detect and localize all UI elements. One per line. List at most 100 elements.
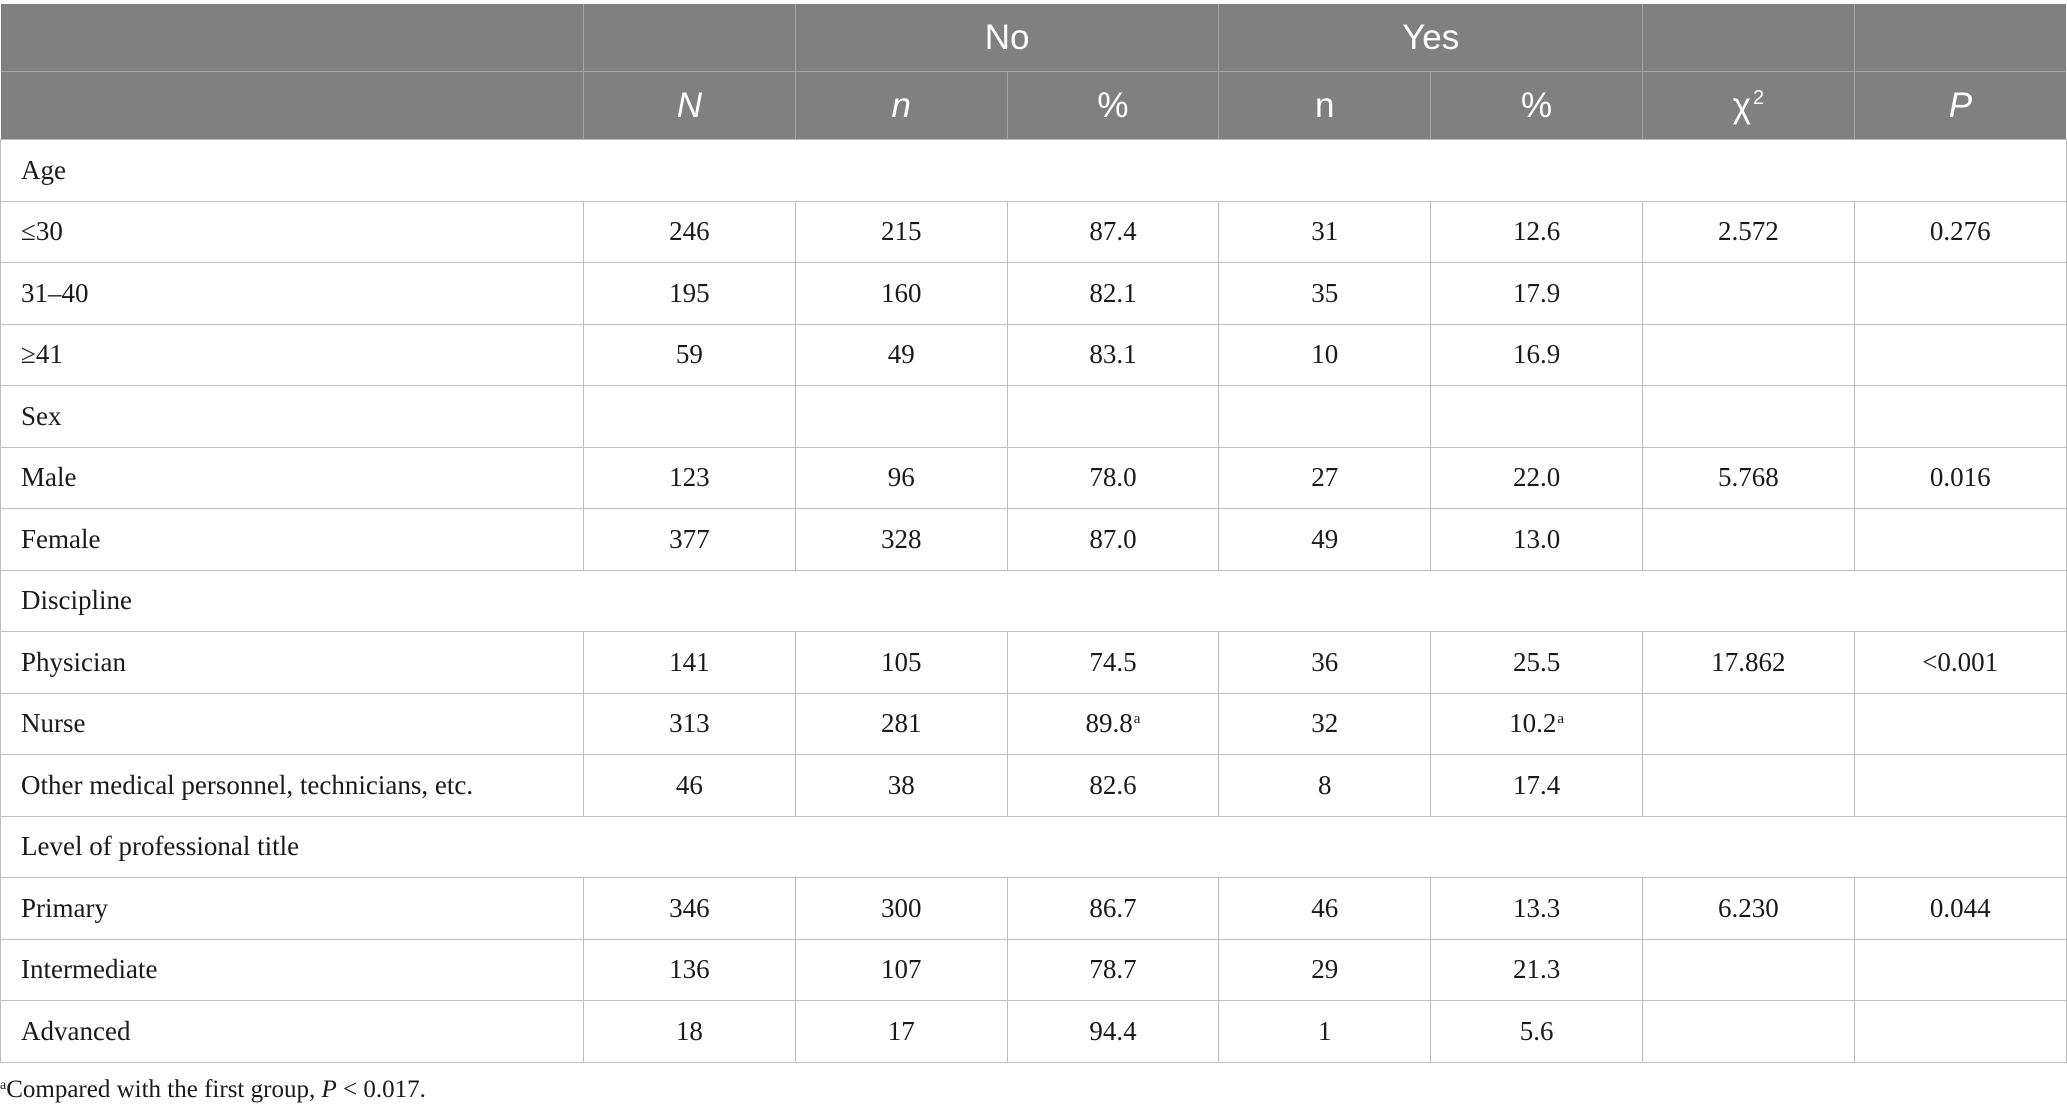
table-cell: 96 [794, 446, 1008, 509]
cell-value: 49 [887, 339, 915, 370]
table-cell: 313 [583, 692, 796, 755]
header-blank [1642, 4, 1855, 72]
footnote-text: Compared with the first group, [6, 1076, 322, 1103]
table-row: Physician 141 105 74.5 36 25.5 17.862 <0.001 [0, 631, 2067, 694]
table-cell: 35 [1218, 262, 1432, 325]
table-cell: 300 [794, 877, 1008, 940]
table-cell: 281 [794, 692, 1008, 755]
cell-value: 87.0 [1089, 523, 1137, 554]
row-label: Physician [0, 631, 584, 694]
cell-value: 6.230 [1718, 892, 1779, 923]
cell-value: 13.3 [1512, 892, 1561, 923]
table-cell [1642, 1000, 1855, 1063]
table-cell [1642, 692, 1855, 755]
table-cell: 1 [1218, 1000, 1432, 1063]
cell-value: 346 [669, 892, 710, 923]
header-blank [1853, 4, 2067, 72]
cell-value: 1 [1318, 1015, 1332, 1046]
table-cell: 82.1 [1006, 262, 1220, 325]
cell-value: 46 [675, 769, 703, 800]
cell-value: 25.5 [1512, 646, 1561, 677]
cell-value: 36 [1311, 646, 1339, 677]
header-n-yes: n [1218, 71, 1431, 140]
table-cell: 10.2a [1430, 692, 1643, 755]
cell-value: 10.2 [1509, 708, 1557, 739]
cell-value: 21.3 [1512, 954, 1561, 985]
footnote-marker: a [1557, 711, 1565, 728]
header-group-yes: Yes [1218, 4, 1643, 72]
cell-value: 17.9 [1512, 277, 1561, 308]
table-cell [1853, 754, 2067, 817]
table-cell [1430, 385, 1643, 448]
table-cell: 107 [794, 938, 1008, 1001]
table-row: Female 377 328 87.0 49 13.0 [0, 508, 2067, 571]
table-cell: 328 [794, 508, 1008, 571]
table-cell [1853, 508, 2067, 571]
table-cell: 18 [583, 1000, 796, 1063]
table-cell [1642, 385, 1855, 448]
table-cell: 195 [583, 262, 796, 325]
cell-value: 82.1 [1089, 277, 1137, 308]
cell-value: 29 [1311, 954, 1339, 985]
cell-value: 96 [887, 462, 915, 493]
table-cell [583, 385, 796, 448]
table-cell: 31 [1218, 200, 1432, 263]
table-cell: 38 [794, 754, 1008, 817]
table-row: Advanced 18 17 94.4 1 5.6 [0, 1000, 2067, 1063]
table-cell: 46 [1218, 877, 1432, 940]
table-row: Nurse 313 281 89.8a 32 10.2a [0, 692, 2067, 755]
table-cell [1853, 262, 2067, 325]
table-cell: 89.8a [1006, 692, 1220, 755]
section-row: Discipline [0, 569, 2067, 632]
table-cell [1642, 754, 1855, 817]
table-cell: 25.5 [1430, 631, 1643, 694]
footnote-p-symbol: P [321, 1076, 337, 1103]
table-cell: 136 [583, 938, 796, 1001]
footnote-marker: a [1133, 711, 1141, 728]
section-label: Age [0, 139, 2067, 202]
table-cell: 49 [1218, 508, 1432, 571]
cell-value: 281 [880, 708, 922, 739]
table-cell: 346 [583, 877, 796, 940]
cell-value: 87.4 [1089, 216, 1137, 247]
table-cell [1853, 1000, 2067, 1063]
section-label: Level of professional title [0, 815, 2067, 878]
table-cell: 141 [583, 631, 796, 694]
header-P: P [1853, 71, 2067, 140]
table-cell: 8 [1218, 754, 1432, 817]
cell-value: 89.8 [1085, 708, 1133, 739]
table-cell [1006, 385, 1220, 448]
cell-value: 8 [1318, 769, 1332, 800]
table-cell: 22.0 [1430, 446, 1643, 509]
row-label: ≥41 [0, 323, 584, 386]
table-cell [1642, 262, 1855, 325]
cell-value: 136 [669, 954, 710, 985]
cell-value: 94.4 [1089, 1015, 1137, 1046]
cell-value: 300 [880, 892, 922, 923]
cell-value: 5.768 [1718, 462, 1779, 493]
header-pct-yes: % [1430, 71, 1643, 140]
table-cell: 27 [1218, 446, 1432, 509]
table-cell: 59 [583, 323, 796, 386]
cell-value: <0.001 [1922, 646, 1999, 677]
cell-value: 123 [669, 462, 710, 493]
cell-value: 35 [1311, 277, 1339, 308]
table-cell: 123 [583, 446, 796, 509]
table-cell: 46 [583, 754, 796, 817]
table-cell: 13.3 [1430, 877, 1643, 940]
cell-value: 17.4 [1512, 769, 1561, 800]
header-blank [0, 4, 584, 72]
row-label: ≤30 [0, 200, 584, 263]
cell-value: 17 [887, 1015, 915, 1046]
row-label: Intermediate [0, 938, 584, 1001]
cell-value: 195 [669, 277, 710, 308]
section-row: Age [0, 139, 2067, 202]
table-cell: 36 [1218, 631, 1432, 694]
table-row: Primary 346 300 86.7 46 13.3 6.230 0.044 [0, 877, 2067, 940]
table-cell: 0.016 [1853, 446, 2067, 509]
chi-superscript: 2 [1753, 86, 1765, 109]
cell-value: 13.0 [1512, 523, 1561, 554]
